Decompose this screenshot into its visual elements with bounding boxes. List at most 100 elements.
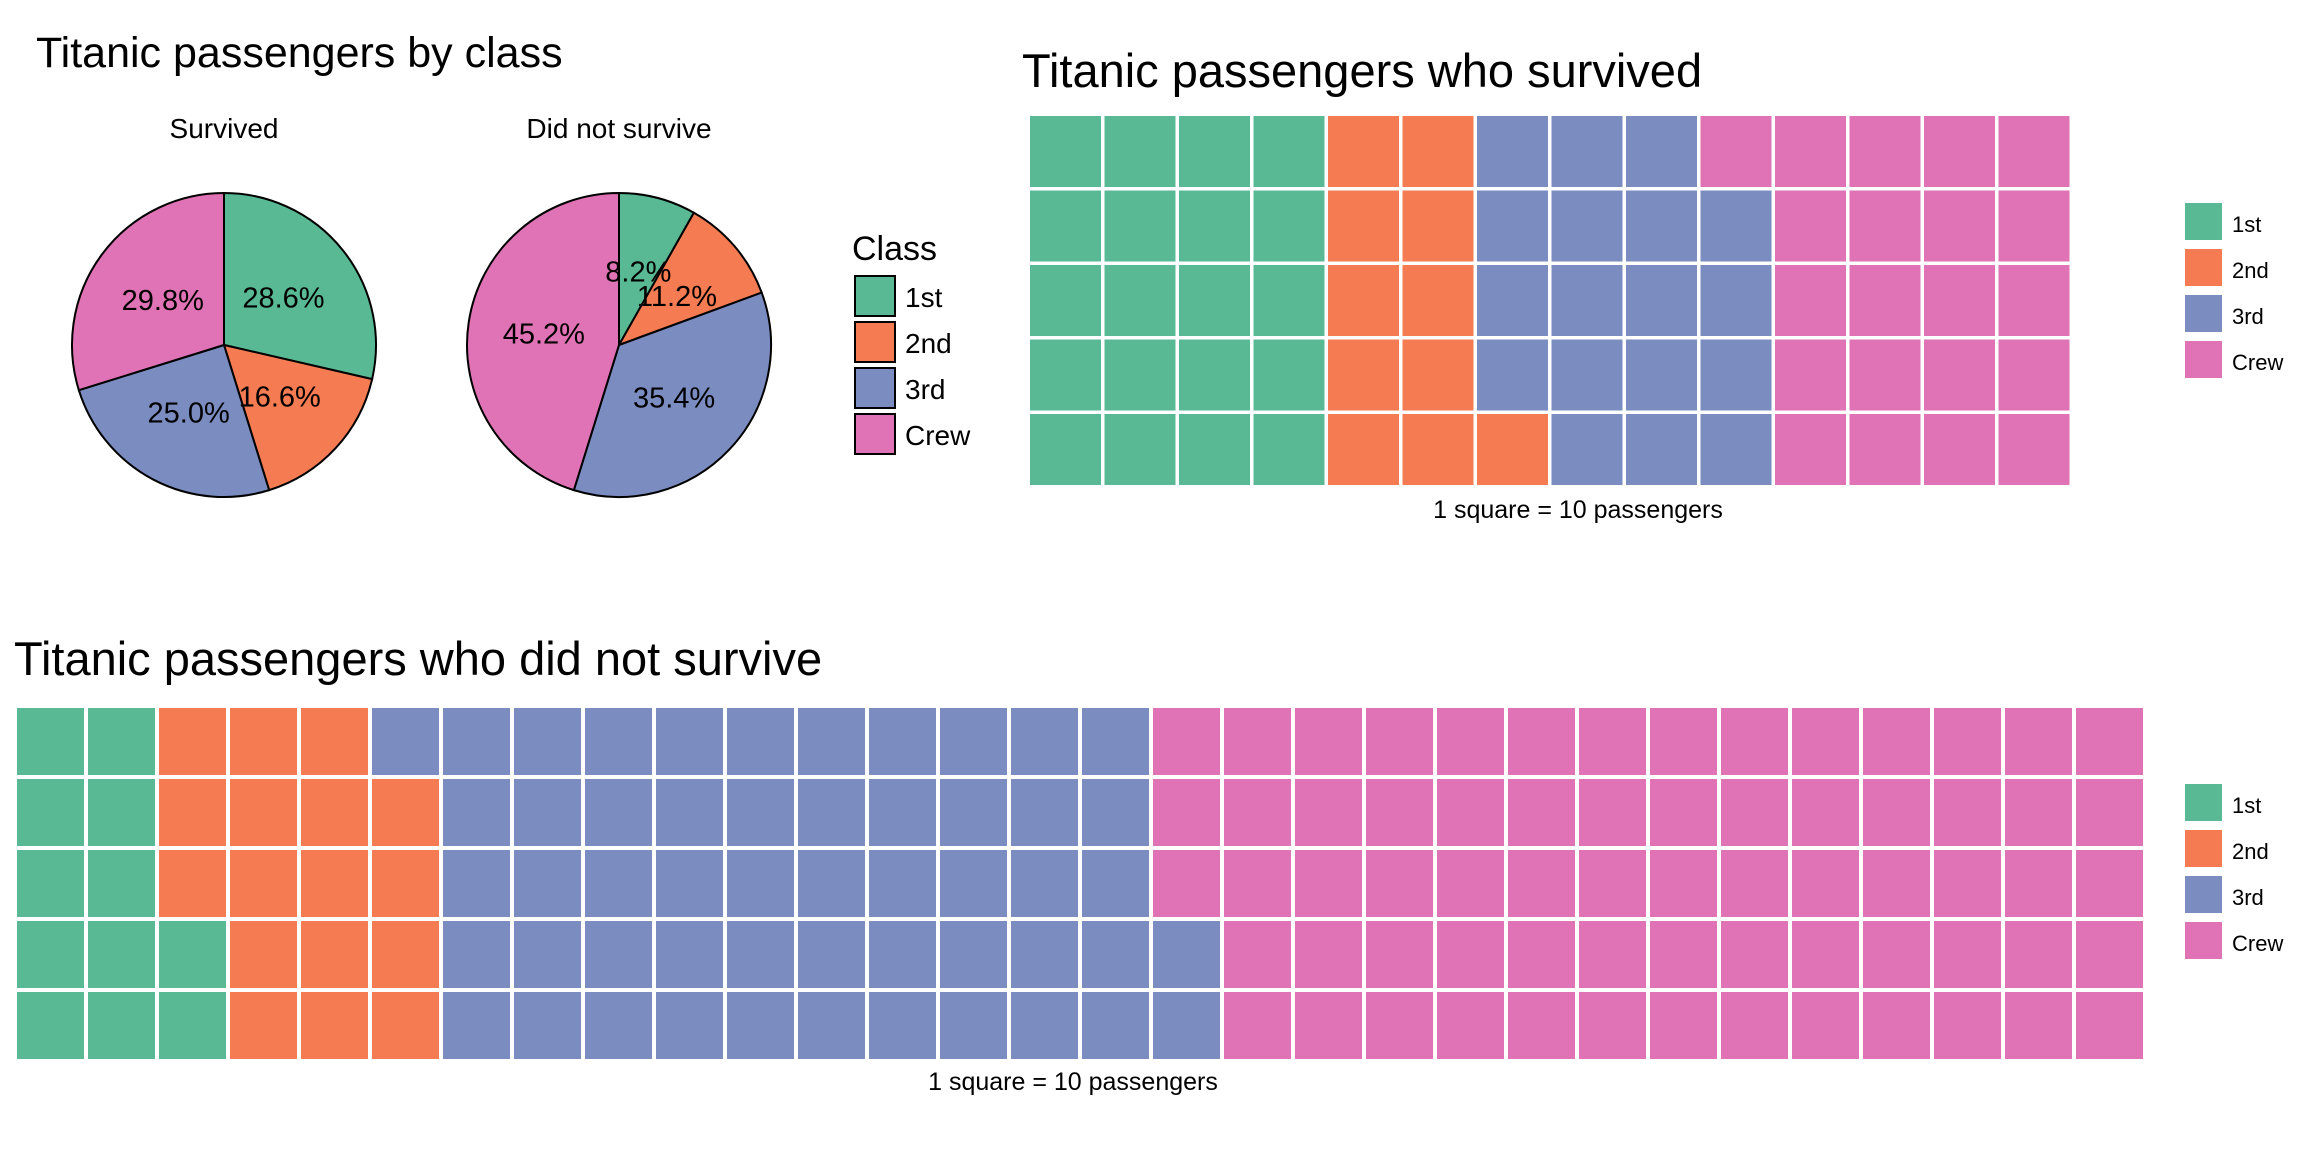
waffle-not-survived-square-3rd bbox=[1082, 992, 1149, 1059]
waffle-survived-square-3rd bbox=[1551, 339, 1623, 411]
waffle-not-survived-square-1st bbox=[88, 921, 155, 988]
waffle-not-survived-square-2nd bbox=[230, 779, 297, 846]
waffle-not-survived-square-3rd bbox=[372, 708, 439, 775]
waffle-not-survived-square-3rd bbox=[656, 850, 723, 917]
waffle-not-survived-square-crew bbox=[1934, 850, 2001, 917]
waffle-not-survived-square-2nd bbox=[301, 779, 368, 846]
waffle-not-survived-square-3rd bbox=[869, 992, 936, 1059]
waffle-survived-square-crew bbox=[1849, 116, 1921, 187]
waffle-not-survived-square-crew bbox=[1295, 992, 1362, 1059]
waffle-not-survived-square-2nd bbox=[230, 708, 297, 775]
waffle-survived-square-1st bbox=[1104, 190, 1176, 262]
waffle-survived-squares bbox=[1030, 116, 2070, 485]
waffle-not-survived-square-crew bbox=[1366, 779, 1433, 846]
pie-legend-label-crew: Crew bbox=[905, 420, 971, 451]
waffle-survived-legend-key-2nd bbox=[2185, 249, 2222, 286]
waffle-not-survived-legend: 1st 2nd 3rd Crew bbox=[2185, 784, 2283, 959]
waffle-not-survived-square-crew bbox=[1863, 921, 1930, 988]
pie-label-did-not-survive-crew: 45.2% bbox=[503, 319, 585, 351]
waffle-survived-square-2nd bbox=[1402, 414, 1474, 485]
waffle-survived-square-crew bbox=[1998, 265, 2070, 336]
waffle-survived-square-3rd bbox=[1626, 116, 1697, 187]
waffle-not-survived-square-crew bbox=[1579, 992, 1646, 1059]
waffle-not-survived-square-2nd bbox=[230, 992, 297, 1059]
waffle-not-survived-square-3rd bbox=[940, 708, 1007, 775]
waffle-survived-square-1st bbox=[1253, 116, 1325, 187]
waffle-not-survived-caption: 1 square = 10 passengers bbox=[928, 1068, 1218, 1096]
pie-label-did-not-survive-1st: 8.2% bbox=[605, 257, 671, 289]
waffle-survived-square-3rd bbox=[1477, 265, 1548, 336]
waffle-not-survived-legend-label-1st: 1st bbox=[2232, 793, 2261, 818]
waffle-not-survived-square-2nd bbox=[301, 708, 368, 775]
waffle-survived-legend-key-1st bbox=[2185, 203, 2222, 240]
waffle-not-survived-square-3rd bbox=[727, 850, 794, 917]
waffle-not-survived-square-3rd bbox=[514, 992, 581, 1059]
waffle-not-survived-square-3rd bbox=[798, 992, 865, 1059]
waffle-survived-legend-label-3rd: 3rd bbox=[2232, 304, 2264, 329]
waffle-not-survived-square-crew bbox=[1295, 921, 1362, 988]
waffle-not-survived-square-crew bbox=[1934, 921, 2001, 988]
waffle-survived-legend-label-crew: Crew bbox=[2232, 350, 2283, 375]
waffle-not-survived-square-3rd bbox=[798, 921, 865, 988]
waffle-not-survived-square-crew bbox=[1792, 850, 1859, 917]
waffle-survived-square-crew bbox=[1775, 190, 1846, 262]
waffle-survived-square-3rd bbox=[1700, 265, 1772, 336]
waffle-not-survived-square-crew bbox=[1721, 850, 1788, 917]
waffle-not-survived-square-2nd bbox=[159, 779, 226, 846]
waffle-survived-square-crew bbox=[1849, 265, 1921, 336]
waffle-survived-square-1st bbox=[1179, 116, 1250, 187]
waffle-not-survived-square-3rd bbox=[1153, 921, 1220, 988]
waffle-survived-square-3rd bbox=[1700, 339, 1772, 411]
waffle-survived-legend-key-crew bbox=[2185, 341, 2222, 378]
waffle-survived-square-2nd bbox=[1328, 414, 1399, 485]
waffle-not-survived-square-crew bbox=[1863, 850, 1930, 917]
waffle-not-survived-legend-label-2nd: 2nd bbox=[2232, 839, 2269, 864]
pie-slice-survived-1st bbox=[223, 191, 377, 381]
waffle-survived-square-2nd bbox=[1402, 190, 1474, 262]
pie-label-survived-3rd: 25.0% bbox=[148, 397, 230, 429]
waffle-survived-legend-key-3rd bbox=[2185, 295, 2222, 332]
waffle-not-survived-square-3rd bbox=[443, 850, 510, 917]
waffle-survived-square-3rd bbox=[1551, 116, 1623, 187]
waffle-survived-square-crew bbox=[1924, 414, 1995, 485]
pie-chart-panel: Titanic passengers by class Survived Did… bbox=[36, 29, 971, 498]
waffle-not-survived-square-3rd bbox=[1011, 992, 1078, 1059]
waffle-survived-square-crew bbox=[1998, 414, 2070, 485]
waffle-not-survived-square-3rd bbox=[585, 921, 652, 988]
waffle-not-survived-square-3rd bbox=[869, 921, 936, 988]
waffle-not-survived-square-crew bbox=[1721, 779, 1788, 846]
waffle-survived-title: Titanic passengers who survived bbox=[1022, 44, 1702, 97]
waffle-survived-square-2nd bbox=[1402, 265, 1474, 336]
waffle-not-survived-square-crew bbox=[1153, 850, 1220, 917]
waffle-not-survived-square-crew bbox=[1508, 850, 1575, 917]
pie-label-did-not-survive-2nd: 11.2% bbox=[637, 281, 717, 313]
waffle-not-survived-square-2nd bbox=[301, 921, 368, 988]
waffle-not-survived-square-3rd bbox=[1011, 779, 1078, 846]
waffle-survived-square-2nd bbox=[1402, 116, 1474, 187]
waffle-not-survived-square-3rd bbox=[1011, 850, 1078, 917]
waffle-not-survived-square-3rd bbox=[940, 850, 1007, 917]
waffle-survived-square-1st bbox=[1030, 190, 1101, 262]
waffle-not-survived-square-crew bbox=[1650, 708, 1717, 775]
waffle-not-survived-square-crew bbox=[1579, 921, 1646, 988]
waffle-survived-square-3rd bbox=[1700, 414, 1772, 485]
waffle-not-survived-square-crew bbox=[1366, 850, 1433, 917]
waffle-survived-square-crew bbox=[1924, 339, 1995, 411]
waffle-survived-square-1st bbox=[1030, 414, 1101, 485]
waffle-not-survived-square-1st bbox=[17, 992, 84, 1059]
pie-slice-did-not-survive-3rd bbox=[572, 291, 772, 498]
waffle-not-survived-square-3rd bbox=[727, 921, 794, 988]
pie-slice-did-not-survive-crew bbox=[466, 191, 620, 492]
waffle-not-survived-square-crew bbox=[1224, 850, 1291, 917]
waffle-not-survived-square-1st bbox=[159, 921, 226, 988]
pie-not-survived: 8.2%11.2% 35.4% 45.2% bbox=[466, 191, 772, 498]
waffle-not-survived-square-crew bbox=[1863, 992, 1930, 1059]
waffle-not-survived-square-crew bbox=[1934, 992, 2001, 1059]
waffle-survived-square-3rd bbox=[1551, 190, 1623, 262]
waffle-survived-square-2nd bbox=[1477, 414, 1548, 485]
waffle-not-survived-square-2nd bbox=[372, 779, 439, 846]
waffle-not-survived-square-crew bbox=[1295, 779, 1362, 846]
waffle-not-survived-square-crew bbox=[1437, 708, 1504, 775]
waffle-not-survived-square-crew bbox=[1437, 779, 1504, 846]
waffle-not-survived-square-crew bbox=[1437, 992, 1504, 1059]
